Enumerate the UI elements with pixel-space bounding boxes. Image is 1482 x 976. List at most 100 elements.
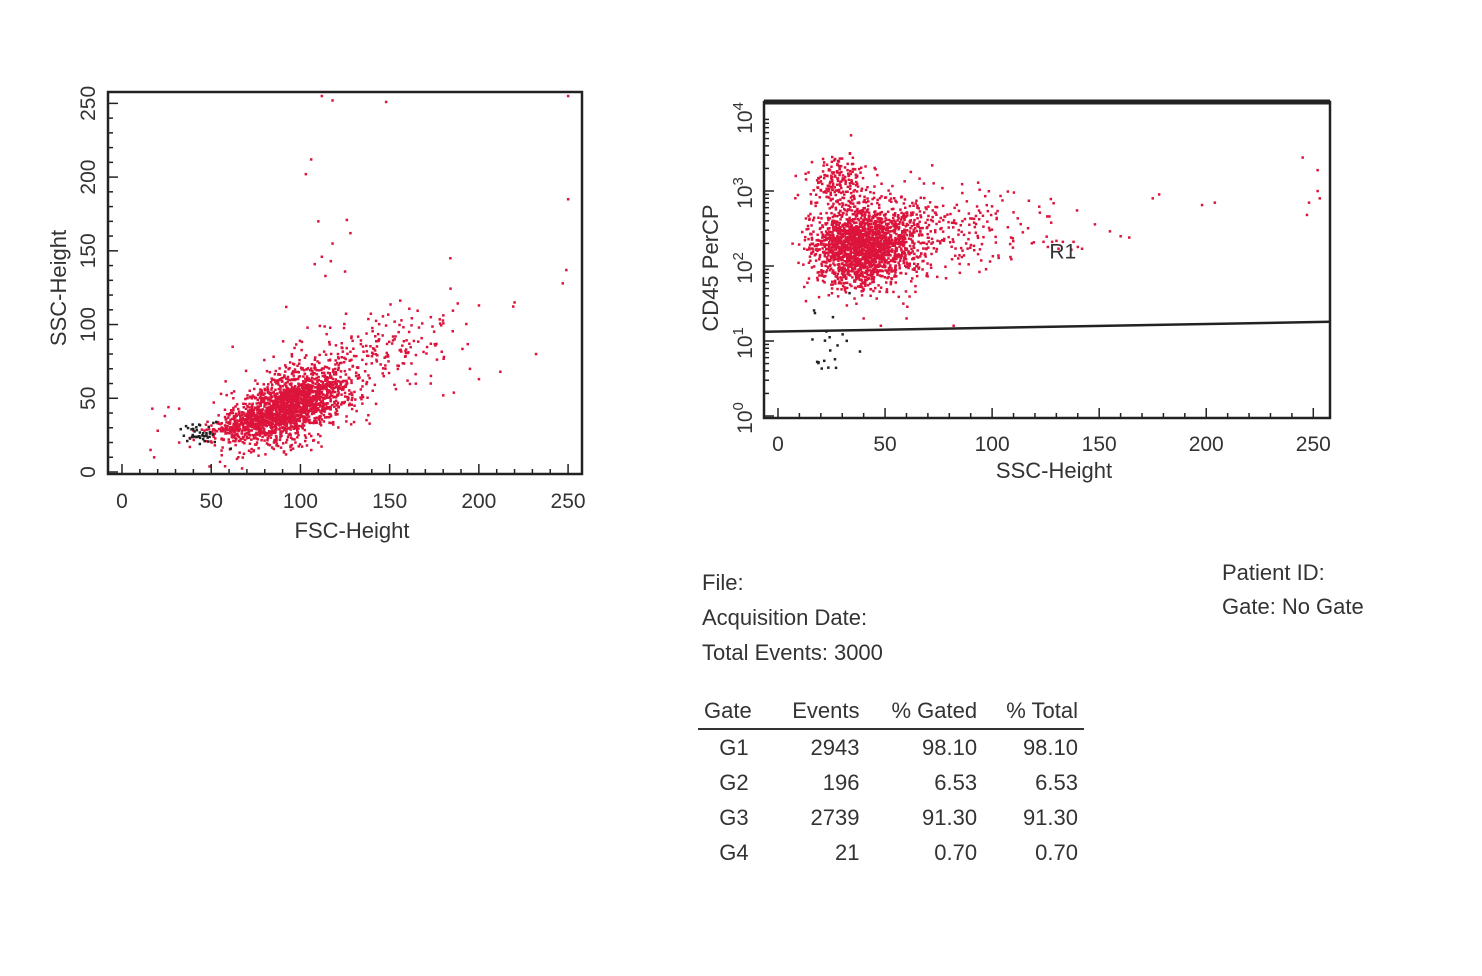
event-point (912, 228, 915, 231)
event-point (897, 214, 900, 217)
event-point (845, 190, 848, 193)
event-point (957, 228, 960, 232)
event-point (186, 439, 189, 443)
event-point (893, 222, 897, 226)
event-point (373, 349, 377, 352)
event-point (263, 423, 267, 426)
event-point (838, 173, 841, 177)
event-point (257, 447, 260, 450)
event-point (905, 317, 908, 320)
cell-events: 196 (822, 769, 860, 795)
event-point (831, 250, 835, 253)
event-point (852, 202, 855, 205)
event-point (301, 402, 304, 405)
event-point (821, 224, 824, 227)
event-point (357, 376, 360, 380)
event-point (265, 442, 269, 445)
event-point (252, 414, 256, 418)
event-point (829, 180, 832, 184)
event-point (264, 401, 267, 405)
event-point (842, 276, 846, 279)
event-point (907, 265, 910, 268)
event-point (877, 240, 880, 244)
event-point (327, 367, 331, 370)
event-point (921, 241, 924, 244)
event-point (912, 230, 915, 234)
event-point (306, 395, 309, 398)
event-point (947, 220, 950, 224)
event-point (293, 410, 296, 413)
event-point (848, 291, 851, 295)
event-point (969, 246, 972, 249)
event-point (269, 425, 272, 429)
event-point (824, 270, 828, 274)
event-point (844, 182, 847, 186)
event-point (808, 243, 812, 247)
event-point (815, 179, 819, 182)
event-point (860, 214, 864, 217)
event-point (345, 346, 348, 350)
event-point (846, 257, 849, 260)
event-point (860, 278, 863, 282)
event-point (248, 409, 252, 412)
event-point (874, 223, 877, 227)
event-point (960, 230, 963, 234)
event-point (266, 410, 269, 413)
event-point (324, 385, 328, 388)
event-point (812, 230, 815, 233)
event-point (897, 295, 900, 299)
event-point (869, 272, 873, 275)
event-point (152, 456, 156, 459)
event-point (292, 389, 295, 392)
event-point (201, 437, 205, 441)
event-point (843, 178, 846, 181)
event-point (321, 402, 325, 405)
event-point (838, 226, 842, 229)
event-point (318, 420, 322, 423)
event-point (313, 389, 316, 393)
event-point (329, 392, 332, 395)
event-point (878, 221, 882, 224)
event-point (881, 265, 884, 268)
event-point (963, 217, 967, 221)
event-point (825, 211, 828, 215)
event-point (365, 380, 369, 384)
event-point (321, 371, 324, 375)
event-point (336, 393, 339, 397)
event-point (365, 332, 368, 335)
event-point (863, 195, 866, 199)
event-point (961, 249, 964, 252)
event-point (820, 264, 824, 267)
event-point (913, 252, 916, 256)
event-point (845, 210, 849, 213)
event-point (303, 407, 306, 411)
event-point (308, 418, 311, 422)
gate-r1-boundary (763, 320, 1331, 334)
event-point (215, 420, 218, 424)
event-point (283, 411, 286, 414)
event-point (1052, 202, 1055, 205)
event-point (837, 245, 841, 249)
event-point (258, 396, 262, 399)
event-point (889, 233, 892, 237)
event-point (861, 210, 865, 213)
event-point (279, 435, 282, 439)
event-point (191, 433, 194, 437)
event-point (336, 379, 340, 383)
event-point (322, 413, 326, 417)
event-point (267, 421, 271, 424)
event-point (879, 219, 882, 223)
event-point (315, 369, 319, 372)
event-point (240, 432, 243, 435)
event-point (860, 189, 863, 192)
event-point (244, 369, 248, 373)
event-point (880, 258, 884, 261)
event-point (827, 258, 830, 262)
event-point (310, 385, 313, 389)
event-point (245, 435, 248, 438)
event-point (298, 391, 301, 394)
event-point (211, 433, 215, 436)
event-point (827, 366, 830, 369)
event-point (1055, 239, 1058, 243)
event-point (901, 214, 905, 217)
